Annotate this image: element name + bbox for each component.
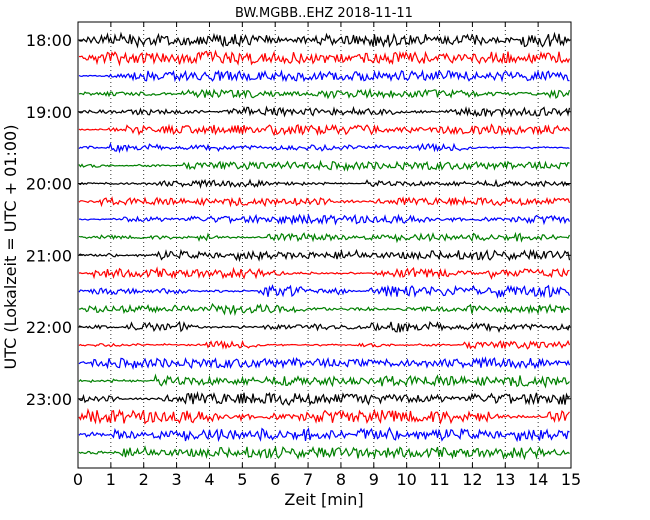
axis-ticks: 0 1 2 3 4 5 6 7 8 9 10 11 12 13 14 1518:0019:0020:0021:… (26, 22, 581, 489)
seismic-trace (78, 159, 570, 172)
seismic-trace (78, 195, 571, 208)
seismic-trace (78, 407, 570, 425)
seismic-trace (78, 373, 570, 389)
seismic-trace (78, 105, 571, 118)
seismic-trace (78, 178, 570, 189)
seismic-trace (78, 87, 571, 100)
seismic-trace (78, 356, 571, 370)
seismic-trace (78, 123, 571, 137)
y-tick-label: 20:00 (26, 175, 72, 194)
seismic-trace (78, 231, 571, 244)
seismic-trace (78, 142, 570, 154)
x-tick-label: 0 (73, 470, 83, 489)
y-tick-label: 23:00 (26, 390, 72, 409)
seismic-trace (78, 339, 571, 350)
x-tick-label: 10 (396, 470, 416, 489)
x-tick-label: 9 (369, 470, 379, 489)
x-tick-label: 1 (106, 470, 116, 489)
x-tick-label: 5 (237, 470, 247, 489)
x-tick-label: 12 (462, 470, 482, 489)
x-tick-label: 15 (561, 470, 581, 489)
x-tick-label: 13 (495, 470, 515, 489)
y-tick-label: 21:00 (26, 246, 72, 265)
seismic-trace (78, 302, 570, 317)
seismic-trace (78, 320, 571, 333)
y-tick-label: 19:00 (26, 103, 72, 122)
seismic-trace (78, 69, 570, 83)
x-tick-label: 3 (172, 470, 182, 489)
seismic-trace (78, 426, 570, 443)
y-axis-label: UTC (Lokalzeit = UTC + 01:00) (1, 125, 20, 370)
x-tick-label: 6 (270, 470, 280, 489)
x-tick-label: 14 (528, 470, 548, 489)
seismic-trace (78, 266, 570, 280)
seismic-traces (78, 31, 571, 461)
y-tick-label: 18:00 (26, 31, 72, 50)
x-tick-label: 11 (429, 470, 449, 489)
x-tick-label: 2 (139, 470, 149, 489)
seismic-trace (78, 213, 571, 226)
x-tick-label: 8 (336, 470, 346, 489)
seismic-trace (78, 390, 570, 407)
x-tick-label: 7 (303, 470, 313, 489)
seismic-trace (78, 445, 570, 461)
seismic-trace (78, 31, 570, 49)
seismic-trace (78, 248, 571, 263)
chart-title: BW.MGBB..EHZ 2018-11-11 (235, 6, 413, 21)
plot-frame (77, 21, 572, 469)
seismic-trace (78, 49, 571, 67)
x-axis-label: Zeit [min] (284, 490, 363, 509)
seismic-trace (78, 283, 571, 299)
y-tick-label: 22:00 (26, 318, 72, 337)
x-tick-label: 4 (204, 470, 214, 489)
